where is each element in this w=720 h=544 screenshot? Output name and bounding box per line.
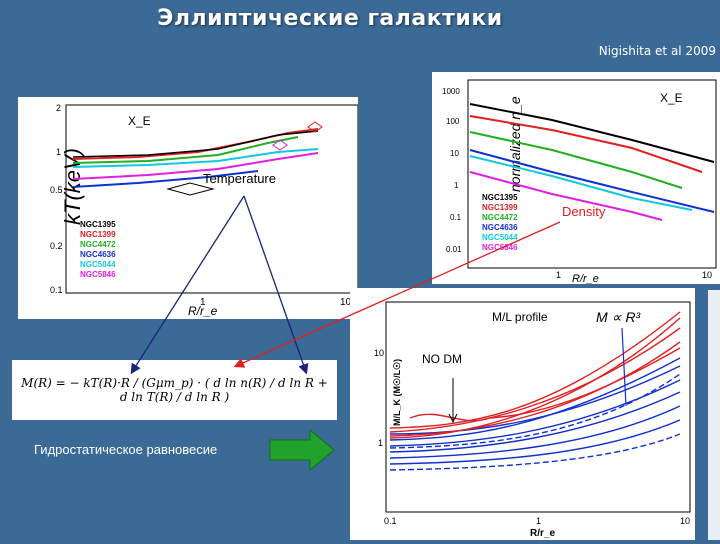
legend-item: NGC4636 xyxy=(80,250,116,259)
temperature-tag: X_E xyxy=(128,114,151,128)
ytick: 1 xyxy=(378,438,383,448)
legend-item: NGC4472 xyxy=(80,240,116,249)
xtick: 0.1 xyxy=(384,516,397,526)
green-arrow-icon xyxy=(269,428,335,472)
ytick: 1 xyxy=(56,147,61,157)
legend-item: NGC4472 xyxy=(482,213,518,222)
legend-item: NGC1399 xyxy=(80,230,116,239)
curve-ngc4636 xyxy=(469,149,715,213)
nodm-label: NO DM xyxy=(422,352,462,366)
legend-item: NGC5044 xyxy=(482,233,518,242)
legend-item: NGC1395 xyxy=(80,220,116,229)
ml-relation: M ∝ R³ xyxy=(596,309,641,325)
ytick: 0.5 xyxy=(50,185,63,195)
curve-ngc5846 xyxy=(469,171,663,221)
ytick: 1 xyxy=(454,181,459,190)
curve-ngc4472 xyxy=(469,131,683,189)
xtick: 10 xyxy=(702,270,712,280)
density-xlabel: R/r_e xyxy=(572,273,599,284)
ml-xlabel: R/r_e xyxy=(530,528,555,539)
temperature-label: Temperature xyxy=(203,171,276,186)
curve-ngc4636 xyxy=(72,170,259,188)
ml-profile-label: M/L profile xyxy=(492,310,548,324)
ml-profile-plot: M/L_K (M☉/L☉) 10 1 0.1 1 10 R/r_e M ∝ R³ xyxy=(350,288,695,540)
temperature-xlabel: R/r_e xyxy=(188,304,218,318)
curve-ngc5846 xyxy=(72,152,319,180)
arrow-temp-right xyxy=(243,195,309,375)
temperature-plot-svg: kT(keV) X_E 2 1 0.5 0.2 0.1 1 10 R/r_e N… xyxy=(50,103,359,318)
slide-title: Эллиптические галактики xyxy=(157,6,503,31)
temperature-plot: kT(keV) X_E 2 1 0.5 0.2 0.1 1 10 R/r_e N… xyxy=(18,97,359,319)
curve-ngc5044 xyxy=(469,155,693,211)
legend-item: NGC4636 xyxy=(482,223,518,232)
ml-plot-svg: M/L_K (M☉/L☉) 10 1 0.1 1 10 R/r_e M ∝ R³ xyxy=(374,301,691,539)
curve-ngc1395 xyxy=(72,130,319,158)
hydrostatic-formula: M(R) = − kT(R)·R / (Gμm_p) · ( d ln n(R)… xyxy=(12,360,337,420)
arrow-temp-left xyxy=(130,195,245,375)
legend-item: NGC1395 xyxy=(482,193,518,202)
slide-edge xyxy=(708,290,720,540)
ytick: 10 xyxy=(374,348,384,358)
density-plot-svg: normalized n_e X_E 1000 100 10 1 0.1 0.0… xyxy=(442,79,717,285)
ytick: 0.01 xyxy=(446,245,462,254)
xtick: 10 xyxy=(340,297,352,308)
ytick: 10 xyxy=(450,149,459,158)
density-tag: X_E xyxy=(660,91,683,105)
xtick: 10 xyxy=(680,516,690,526)
density-plot: normalized n_e X_E 1000 100 10 1 0.1 0.0… xyxy=(432,72,720,285)
diamond-marker xyxy=(272,139,288,151)
formula-text: M(R) = − kT(R)·R / (Gμm_p) · ( d ln n(R)… xyxy=(21,376,328,404)
curve-ngc1399 xyxy=(72,128,319,160)
curve-ngc5044 xyxy=(72,148,319,168)
legend-item: NGC5846 xyxy=(482,243,518,252)
relation-pointer xyxy=(621,327,627,407)
legend-item: NGC5044 xyxy=(80,260,116,269)
arrow-density xyxy=(233,221,561,368)
ytick: 0.1 xyxy=(50,285,63,295)
curve-ngc1395 xyxy=(469,103,715,163)
ytick: 2 xyxy=(56,103,61,113)
legend-item: NGC1399 xyxy=(482,203,518,212)
xtick: 1 xyxy=(200,297,206,308)
xtick: 1 xyxy=(556,270,561,280)
density-label: Density xyxy=(562,204,606,219)
legend-item: NGC5846 xyxy=(80,270,116,279)
ytick: 100 xyxy=(446,117,460,126)
citation: Nigishita et al 2009 xyxy=(598,44,716,58)
xtick: 1 xyxy=(536,516,541,526)
ytick: 0.1 xyxy=(450,213,462,222)
hydrostatic-label: Гидростатическое равновесие xyxy=(34,442,218,457)
ml-ylabel: M/L_K (M☉/L☉) xyxy=(392,359,402,426)
ytick: 0.2 xyxy=(50,241,63,251)
curve-ngc1399 xyxy=(469,115,703,173)
diamond-marker xyxy=(307,121,323,133)
diamond-marker xyxy=(166,182,215,196)
ytick: 1000 xyxy=(442,87,460,96)
